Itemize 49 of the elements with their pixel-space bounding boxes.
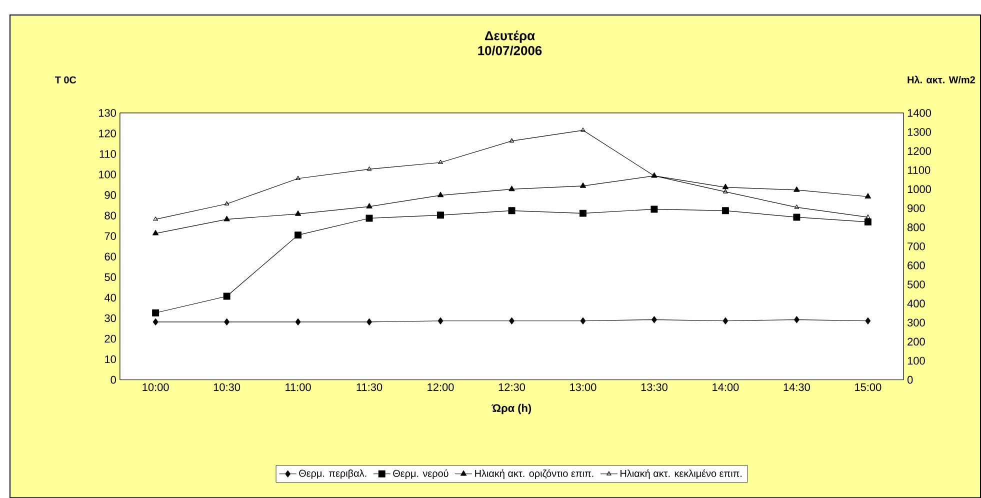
chart-subtitle: 10/07/2006: [478, 46, 542, 56]
x-axis-title: Ώρα (h): [492, 404, 532, 414]
y-tick-label: 120: [98, 129, 116, 138]
y2-tick-label: 900: [908, 204, 925, 212]
y2-tick-label: 1300: [908, 128, 931, 136]
y-tick-label: 40: [104, 294, 116, 302]
x-tick-label: 14:30: [784, 383, 810, 391]
x-tick-label: 13:30: [641, 383, 668, 391]
y2-tick-label: 100: [908, 356, 925, 365]
y2-tick-label: 200: [908, 338, 925, 346]
y-tick-label: 110: [100, 150, 116, 158]
y-tick-label: 20: [104, 334, 116, 343]
y-axis-title: T 0C: [54, 76, 76, 84]
y2-tick-label: 700: [908, 242, 925, 250]
y2-tick-label: 0: [907, 376, 913, 384]
y2-tick-label: 1400: [908, 108, 931, 117]
y2-tick-label: 1000: [908, 185, 931, 193]
x-tick-label: 12:00: [428, 383, 454, 391]
legend-label: Θερμ. νερού: [393, 469, 448, 479]
y2-tick-label: 400: [907, 300, 925, 308]
legend-label: Θερμ. περιβαλ.: [299, 469, 366, 479]
y2-tick-label: 300: [907, 318, 925, 326]
x-tick-label: 10:30: [214, 383, 240, 391]
x-tick-label: 14:00: [712, 383, 739, 391]
y-tick-label: 90: [104, 191, 116, 199]
y-tick-label: 60: [104, 252, 116, 260]
y2-tick-label: 500: [908, 280, 925, 288]
y2-tick-label: 800: [908, 223, 925, 232]
y-tick-label: 50: [104, 273, 116, 281]
y2-tick-label: 1100: [908, 166, 930, 174]
y-tick-label: 100: [98, 170, 116, 178]
y2-axis-title: Ηλ. ακτ. W/m2: [908, 76, 975, 84]
x-tick-label: 11:00: [286, 383, 311, 391]
x-tick-label: 10:00: [142, 383, 169, 391]
chart-title: Δευτέρα: [484, 30, 535, 43]
y2-tick-label: 600: [908, 261, 925, 270]
y-tick-label: 70: [104, 232, 116, 240]
y-tick-label: 0: [110, 376, 116, 384]
y2-tick-label: 1200: [908, 147, 931, 155]
legend-label: Ηλιακή ακτ. κεκλιμένο επιπ.: [620, 469, 742, 479]
y-tick-label: 80: [104, 212, 116, 220]
y-tick-label: 10: [105, 355, 116, 364]
x-tick-label: 11:30: [356, 383, 382, 391]
x-tick-label: 13:00: [570, 383, 596, 391]
legend-label: Ηλιακή ακτ. οριζόντιο επιπ.: [475, 469, 594, 479]
y-tick-label: 30: [104, 314, 116, 322]
x-tick-label: 15:00: [855, 383, 882, 391]
x-tick-label: 12:30: [498, 383, 526, 391]
y-tick-label: 130: [98, 108, 116, 117]
